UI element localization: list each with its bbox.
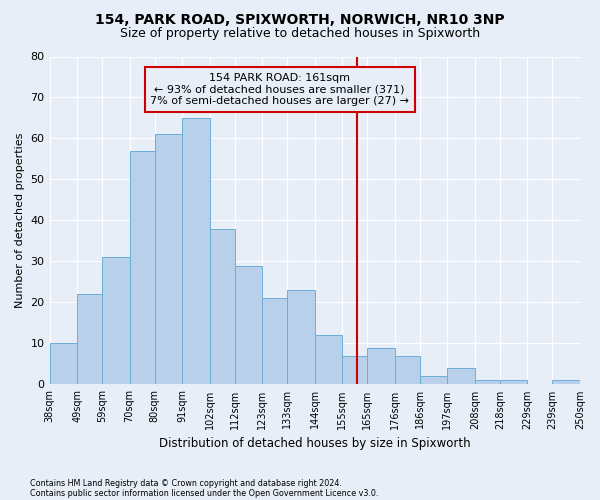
Bar	[342, 356, 367, 384]
Bar	[475, 380, 500, 384]
Y-axis label: Number of detached properties: Number of detached properties	[15, 133, 25, 308]
Bar	[209, 228, 235, 384]
Bar	[155, 134, 182, 384]
Text: Contains public sector information licensed under the Open Government Licence v3: Contains public sector information licen…	[30, 488, 379, 498]
Bar	[235, 266, 262, 384]
Bar	[500, 380, 527, 384]
Bar	[77, 294, 102, 384]
Bar	[367, 348, 395, 385]
Bar	[420, 376, 448, 384]
Bar	[287, 290, 315, 384]
Text: 154 PARK ROAD: 161sqm
← 93% of detached houses are smaller (371)
7% of semi-deta: 154 PARK ROAD: 161sqm ← 93% of detached …	[150, 73, 409, 106]
Text: Contains HM Land Registry data © Crown copyright and database right 2024.: Contains HM Land Registry data © Crown c…	[30, 478, 342, 488]
Bar	[553, 380, 580, 384]
X-axis label: Distribution of detached houses by size in Spixworth: Distribution of detached houses by size …	[159, 437, 470, 450]
Bar	[395, 356, 420, 384]
Text: Size of property relative to detached houses in Spixworth: Size of property relative to detached ho…	[120, 28, 480, 40]
Bar	[50, 344, 77, 384]
Bar	[182, 118, 209, 384]
Bar	[262, 298, 287, 384]
Bar	[102, 258, 130, 384]
Bar	[130, 151, 155, 384]
Bar	[315, 335, 342, 384]
Text: 154, PARK ROAD, SPIXWORTH, NORWICH, NR10 3NP: 154, PARK ROAD, SPIXWORTH, NORWICH, NR10…	[95, 12, 505, 26]
Bar	[448, 368, 475, 384]
